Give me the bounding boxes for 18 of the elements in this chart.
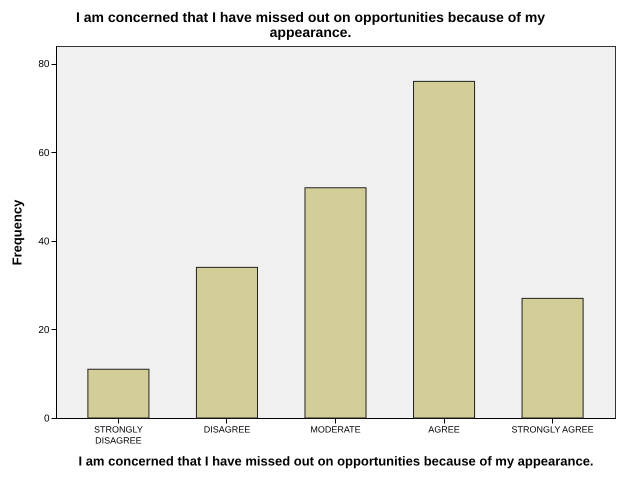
y-tick-label: 80 bbox=[38, 59, 50, 70]
y-tick-label: 40 bbox=[38, 236, 50, 248]
bar bbox=[522, 298, 584, 418]
y-tick-label: 20 bbox=[38, 324, 50, 336]
x-tick-label: MODERATE bbox=[310, 424, 361, 434]
bar bbox=[413, 80, 476, 418]
bar bbox=[87, 368, 150, 418]
x-axis-title: I am concerned that I have missed out on opportunities because of my appearance. bbox=[78, 454, 594, 468]
chart-title: I am concerned that I have missed out on opportunities because of my appearance. bbox=[76, 9, 546, 40]
y-tick-label: 60 bbox=[38, 148, 50, 159]
x-tick-label: AGREE bbox=[428, 424, 460, 434]
x-tick-label: STRONGLY AGREE bbox=[511, 424, 594, 434]
bar bbox=[196, 266, 258, 418]
x-tick-label: DISAGREE bbox=[204, 424, 250, 434]
bar bbox=[304, 187, 367, 418]
x-tick-label: STRONGLY DISAGREE bbox=[94, 424, 143, 446]
y-axis-title: Frequency bbox=[9, 198, 24, 266]
y-tick-label: 0 bbox=[44, 414, 50, 424]
